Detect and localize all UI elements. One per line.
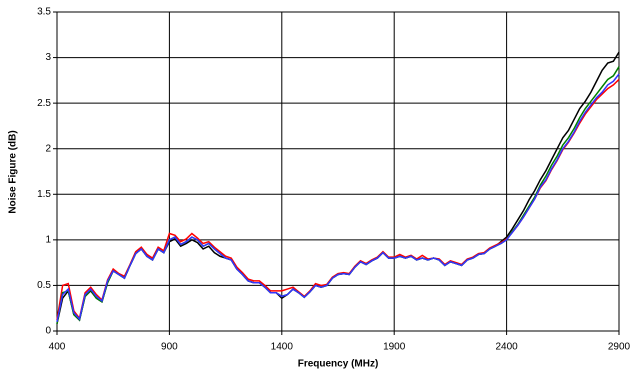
y-axis-title: Noise Figure (dB) (8, 130, 19, 213)
x-tick-label: 2900 (608, 342, 631, 353)
y-tick-label: 1.5 (37, 189, 51, 200)
y-tick-label: 0 (45, 326, 51, 337)
y-tick-label: 1 (45, 234, 51, 245)
plot-frame (56, 11, 620, 332)
series-line (56, 73, 620, 323)
y-tick-label: 3.5 (37, 7, 51, 18)
x-tick-label: 400 (49, 342, 66, 353)
y-tick-label: 0.5 (37, 280, 51, 291)
y-tick-label: 2 (45, 143, 51, 154)
x-tick-label: 900 (161, 342, 178, 353)
x-tick-label: 2400 (495, 342, 518, 353)
x-tick-label: 1400 (271, 342, 294, 353)
y-tick-label: 2.5 (37, 98, 51, 109)
x-tick-label: 1900 (383, 342, 406, 353)
y-tick-label: 3 (45, 52, 51, 63)
series-line (56, 51, 620, 324)
x-axis-title: Frequency (MHz) (298, 359, 379, 370)
